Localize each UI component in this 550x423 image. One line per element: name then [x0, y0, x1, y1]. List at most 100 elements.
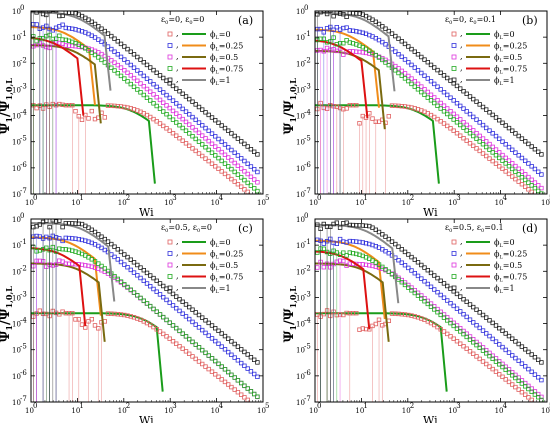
legend-marker — [168, 67, 172, 71]
series-line-2 — [315, 264, 389, 342]
panel-label: (b) — [522, 14, 538, 27]
x-tick-exponent: 3 — [456, 402, 460, 410]
x-tick-exponent: 0 — [317, 402, 321, 410]
y-tick-exponent: -3 — [304, 82, 311, 90]
data-point — [103, 116, 107, 120]
x-axis-title: Wi — [139, 206, 154, 219]
legend-marker — [452, 67, 456, 71]
y-tick-exponent: -7 — [304, 395, 311, 403]
y-tick-exponent: -1 — [304, 238, 311, 246]
legend-separator: , — [460, 260, 463, 269]
legend-marker — [452, 44, 456, 48]
x-tick-exponent: 0 — [33, 402, 37, 410]
legend-separator: , — [176, 260, 179, 269]
legend-marker — [168, 275, 172, 279]
x-tick-exponent: 1 — [363, 402, 367, 410]
legend-entry: ϕL=0.25 — [494, 42, 527, 53]
x-axis-title: Wi — [423, 414, 438, 423]
x-tick-exponent: 1 — [79, 402, 83, 410]
panel-c: 10010110210310410510010-110-210-310 -410-… — [0, 212, 269, 423]
y-tick-exponent: -3 — [304, 290, 311, 298]
y-tick-exponent: -4 — [20, 109, 27, 117]
legend-separator: , — [176, 64, 179, 73]
y-tick-exponent: -2 — [304, 264, 311, 272]
panel-parameters: ε0=0.5, ε0=0 — [161, 223, 212, 234]
y-tick-exponent: -1 — [304, 30, 311, 38]
x-tick-exponent: 2 — [410, 402, 414, 410]
legend-marker — [452, 252, 456, 256]
legend-entry: ϕL=0 — [210, 238, 231, 249]
y-tick-exponent: -5 — [20, 135, 27, 143]
legend-separator: , — [176, 29, 179, 38]
x-axis-title: Wi — [139, 414, 154, 423]
x-tick-exponent: 4 — [219, 194, 224, 202]
legend-marker — [452, 55, 456, 59]
y-tick-exponent: -2 — [20, 264, 27, 272]
y-tick-exponent: 0 — [20, 4, 24, 12]
legend-separator: , — [176, 237, 179, 246]
legend-entry: ϕL=0.5 — [494, 53, 522, 64]
x-tick-exponent: 4 — [503, 194, 508, 202]
legend-separator: , — [176, 272, 179, 281]
data-point — [90, 109, 94, 113]
x-axis-title: Wi — [423, 206, 438, 219]
legend-entry: ϕL=0 — [494, 238, 515, 249]
panel-parameters: ε0=0, ε0=0 — [161, 15, 204, 26]
legend-separator: , — [460, 64, 463, 73]
data-point — [80, 118, 84, 122]
panel-label: (a) — [238, 14, 253, 27]
y-tick-exponent: -6 — [20, 369, 27, 377]
x-tick-exponent: 5 — [265, 402, 269, 410]
legend-marker — [168, 32, 172, 36]
y-tick-exponent: -4 — [20, 317, 27, 325]
panel-d: 10010110210310410510010-110-210-310-410-… — [282, 212, 550, 423]
x-tick-exponent: 4 — [219, 402, 224, 410]
x-tick-exponent: 5 — [265, 194, 269, 202]
x-tick-exponent: 3 — [172, 402, 176, 410]
y-tick-exponent: -6 — [304, 161, 311, 169]
y-tick-exponent: -7 — [20, 395, 27, 403]
legend-separator: , — [460, 75, 463, 84]
panel-b: 10010110210310410510010-110-210-310-410-… — [282, 4, 550, 219]
legend-marker — [168, 252, 172, 256]
legend-marker — [168, 240, 172, 244]
legend-separator: , — [460, 283, 463, 292]
y-tick-exponent: -4 — [304, 109, 311, 117]
y-tick-exponent: -7 — [20, 187, 27, 195]
legend-entry: ϕL=0.5 — [210, 261, 238, 272]
legend-entry: ϕL=1 — [494, 284, 515, 295]
series-line-2 — [31, 264, 105, 342]
x-tick-exponent: 0 — [317, 194, 321, 202]
legend-entry: ϕL=0 — [494, 30, 515, 41]
y-tick-exponent: -5 — [304, 343, 311, 351]
legend-entry: ϕL=0.5 — [494, 261, 522, 272]
legend-entry: ϕL=0.25 — [210, 250, 243, 261]
y-tick-exponent: -1 — [20, 30, 27, 38]
legend-separator: , — [176, 75, 179, 84]
y-tick-exponent: 0 — [304, 4, 308, 12]
legend-entry: ϕL=1 — [494, 76, 515, 87]
legend-entry: ϕL=0.25 — [210, 42, 243, 53]
legend-entry: ϕL=0.75 — [210, 273, 243, 284]
panel-parameters: ε0=0, ε0=0.1 — [445, 15, 496, 26]
x-tick-exponent: 1 — [79, 194, 83, 202]
legend-entry: ϕL=0.75 — [494, 273, 527, 284]
y-tick-exponent: -2 — [304, 56, 311, 64]
x-tick-exponent: 2 — [126, 194, 130, 202]
legend-separator: , — [460, 272, 463, 281]
plot-area — [315, 221, 543, 402]
panel-parameters: ε0=0.5, ε0=0.1 — [445, 223, 504, 234]
y-axis-title: Ψ1/Ψ1,0,L — [0, 286, 14, 343]
legend-marker — [452, 32, 456, 36]
data-point — [61, 225, 65, 229]
y-tick-exponent: -5 — [304, 135, 311, 143]
legend-marker — [168, 44, 172, 48]
legend-separator: , — [176, 249, 179, 258]
x-tick-exponent: 2 — [126, 402, 130, 410]
panel-label: (c) — [238, 222, 253, 235]
legend-separator: , — [176, 283, 179, 292]
legend-marker — [452, 263, 456, 267]
x-tick-exponent: 1 — [363, 194, 367, 202]
y-tick-exponent: -1 — [20, 238, 27, 246]
